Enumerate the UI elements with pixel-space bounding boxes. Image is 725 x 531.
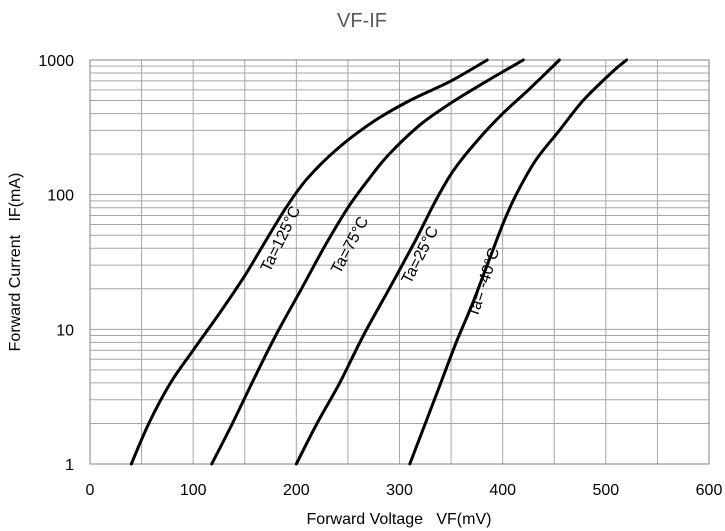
curves	[129, 58, 628, 466]
x-tick-label: 500	[592, 482, 619, 499]
curve-ta-minus-40	[408, 58, 628, 466]
curve-ta-75	[210, 58, 525, 466]
x-tick-label: 300	[386, 482, 413, 499]
y-axis-ticks: 1 10 100 1000	[38, 53, 74, 474]
series-label-ta-75: Ta=75°C	[328, 214, 372, 277]
y-tick-label: 1	[65, 457, 74, 474]
x-tick-label: 400	[489, 482, 516, 499]
x-axis-label: Forward Voltage VF(mV)	[307, 511, 492, 528]
y-tick-label: 1000	[38, 53, 74, 70]
plot-frame	[89, 59, 710, 465]
y-tick-label: 100	[47, 188, 74, 205]
chart-title: VF-IF	[337, 10, 387, 32]
x-axis-ticks: 0 100 200 300 400 500 600	[86, 482, 723, 499]
series-label-ta-minus-40: Ta= -40°C	[465, 246, 503, 320]
y-tick-label: 10	[56, 322, 74, 339]
x-tick-label: 200	[283, 482, 310, 499]
y-axis-label: Forward Current IF(mA)	[7, 173, 24, 352]
grid	[89, 59, 710, 465]
x-tick-label: 0	[86, 482, 95, 499]
curve-ta-25	[294, 58, 561, 466]
x-tick-label: 100	[180, 482, 207, 499]
curve-ta-125	[129, 58, 489, 466]
x-tick-label: 600	[696, 482, 723, 499]
